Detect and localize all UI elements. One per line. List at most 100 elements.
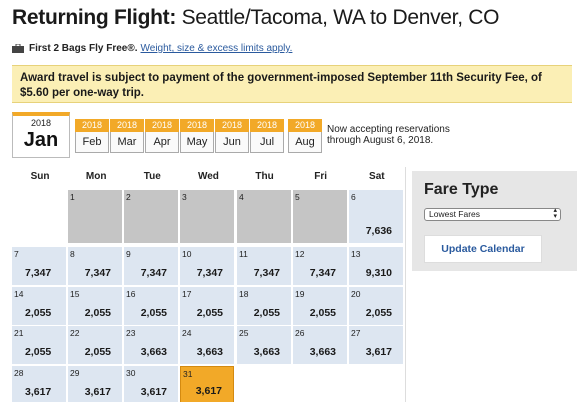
month-tab-month: Apr	[145, 132, 179, 153]
month-tab-year: 2018	[215, 119, 249, 132]
calendar-day-27[interactable]: 27 3,617	[349, 326, 403, 364]
month-tab-selected[interactable]: 2018 Jan	[12, 112, 70, 158]
calendar-day-16[interactable]: 16 2,055	[124, 287, 178, 325]
calendar-day-23[interactable]: 23 3,663	[124, 326, 178, 364]
day-number: 15	[70, 289, 80, 299]
calendar-day-31[interactable]: 31 3,617	[180, 366, 234, 402]
month-tab-month: Jun	[215, 132, 249, 153]
day-number: 3	[182, 192, 187, 202]
day-price: 2,055	[140, 307, 167, 319]
fare-calendar: Sun Mon Tue Wed Thu Fri Sat 1 2 3 4 5 6 7,636 7 7,347 8…	[12, 167, 405, 402]
weekday-tue: Tue	[143, 171, 161, 182]
day-number: 6	[351, 192, 356, 202]
calendar-day-10[interactable]: 10 7,347	[180, 247, 234, 285]
accepting-line-1: Now accepting reservations	[327, 124, 450, 135]
month-tab-jun[interactable]: 2018 Jun	[215, 119, 249, 153]
month-tab-month: Jan	[23, 129, 59, 151]
day-price: 7,347	[309, 267, 336, 279]
calendar-day-30[interactable]: 30 3,617	[124, 366, 178, 402]
day-number: 21	[14, 328, 24, 338]
calendar-day-13[interactable]: 13 9,310	[349, 247, 403, 285]
fare-type-select[interactable]: Lowest Fares ▴ ▾	[424, 207, 561, 221]
calendar-day-5: 5	[293, 190, 347, 243]
day-number: 8	[70, 249, 75, 259]
day-price: 7,636	[365, 225, 392, 237]
month-tab-mar[interactable]: 2018 Mar	[110, 119, 144, 153]
fare-type-select-value: Lowest Fares	[429, 209, 481, 219]
accepting-reservations-text: Now accepting reservations through Augus…	[327, 124, 450, 146]
day-number: 14	[14, 289, 24, 299]
bags-label: First 2 Bags Fly Free®.	[29, 43, 138, 54]
fare-type-title: Fare Type	[424, 181, 499, 198]
month-tab-year: 2018	[75, 119, 109, 132]
fare-type-panel: Fare Type Lowest Fares ▴ ▾ Update Calenda…	[412, 171, 577, 271]
day-number: 17	[182, 289, 192, 299]
day-number: 1	[70, 192, 75, 202]
weekday-thu: Thu	[255, 171, 274, 182]
update-calendar-button[interactable]: Update Calendar	[424, 235, 542, 263]
day-number: 16	[126, 289, 136, 299]
calendar-day-8[interactable]: 8 7,347	[68, 247, 122, 285]
calendar-day-15[interactable]: 15 2,055	[68, 287, 122, 325]
calendar-day-11[interactable]: 11 7,347	[237, 247, 291, 285]
day-number: 12	[295, 249, 305, 259]
month-tab-month: Mar	[110, 132, 144, 153]
calendar-day-9[interactable]: 9 7,347	[124, 247, 178, 285]
month-tab-month: May	[180, 132, 214, 153]
day-price: 3,617	[365, 346, 392, 358]
calendar-day-18[interactable]: 18 2,055	[237, 287, 291, 325]
day-number: 26	[295, 328, 305, 338]
calendar-day-4: 4	[237, 190, 291, 243]
weekday-wed: Wed	[197, 171, 219, 182]
day-number: 5	[295, 192, 300, 202]
calendar-day-2: 2	[124, 190, 178, 243]
calendar-day-29[interactable]: 29 3,617	[68, 366, 122, 402]
bag-limits-link[interactable]: Weight, size & excess limits apply.	[140, 43, 293, 54]
calendar-day-7[interactable]: 7 7,347	[12, 247, 66, 285]
month-tab-apr[interactable]: 2018 Apr	[145, 119, 179, 153]
day-price: 2,055	[84, 307, 111, 319]
day-price: 2,055	[365, 307, 392, 319]
month-tab-feb[interactable]: 2018 Feb	[75, 119, 109, 153]
weekday-sat: Sat	[369, 171, 385, 182]
calendar-day-26[interactable]: 26 3,663	[293, 326, 347, 364]
calendar-day-12[interactable]: 12 7,347	[293, 247, 347, 285]
day-number: 10	[182, 249, 192, 259]
day-number: 23	[126, 328, 136, 338]
day-number: 22	[70, 328, 80, 338]
calendar-day-25[interactable]: 25 3,663	[237, 326, 291, 364]
calendar-day-22[interactable]: 22 2,055	[68, 326, 122, 364]
calendar-day-17[interactable]: 17 2,055	[180, 287, 234, 325]
calendar-day-28[interactable]: 28 3,617	[12, 366, 66, 402]
day-price: 9,310	[365, 267, 392, 279]
day-number: 18	[239, 289, 249, 299]
month-tab-may[interactable]: 2018 May	[180, 119, 214, 153]
day-price: 2,055	[309, 307, 336, 319]
calendar-day-3: 3	[180, 190, 234, 243]
calendar-day-24[interactable]: 24 3,663	[180, 326, 234, 364]
day-number: 27	[351, 328, 361, 338]
month-tab-year: 2018	[180, 119, 214, 132]
weekday-fri: Fri	[314, 171, 328, 182]
month-tab-year: 2018	[250, 119, 284, 132]
month-tab-aug[interactable]: 2018 Aug	[288, 119, 322, 153]
month-tab-year: 2018	[30, 118, 52, 128]
day-price: 3,663	[196, 346, 223, 358]
page-title-bold: Returning Flight:	[12, 6, 177, 29]
page-title: Returning Flight: Seattle/Tacoma, WA to …	[12, 6, 499, 30]
day-price: 2,055	[25, 307, 52, 319]
calendar-weekday-header: Sun Mon Tue Wed Thu Fri Sat	[12, 167, 405, 186]
month-tab-jul[interactable]: 2018 Jul	[250, 119, 284, 153]
calendar-day-19[interactable]: 19 2,055	[293, 287, 347, 325]
weekday-sun: Sun	[30, 171, 50, 182]
day-price: 3,663	[140, 346, 167, 358]
calendar-day-20[interactable]: 20 2,055	[349, 287, 403, 325]
calendar-day-21[interactable]: 21 2,055	[12, 326, 66, 364]
calendar-day-14[interactable]: 14 2,055	[12, 287, 66, 325]
suitcase-icon	[12, 44, 24, 53]
month-tab-month: Feb	[75, 132, 109, 153]
month-tab-year: 2018	[145, 119, 179, 132]
day-price: 7,347	[253, 267, 280, 279]
calendar-day-6[interactable]: 6 7,636	[349, 190, 403, 243]
day-price: 3,617	[25, 386, 52, 398]
